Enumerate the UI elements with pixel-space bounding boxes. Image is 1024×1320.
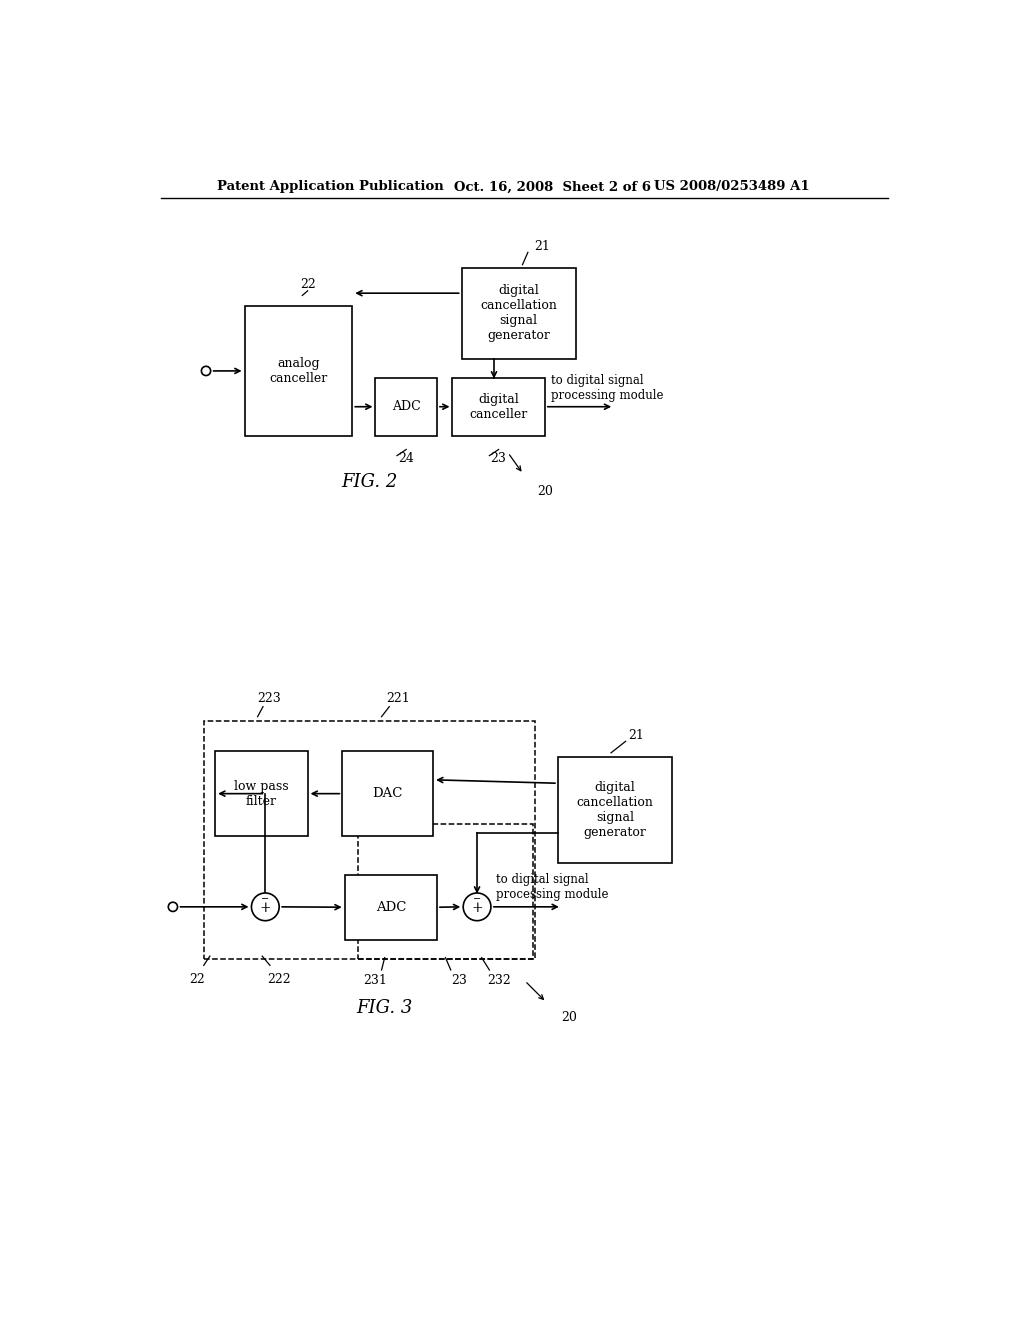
Text: +: + — [471, 900, 483, 915]
Text: 20: 20 — [537, 484, 553, 498]
Text: 21: 21 — [534, 240, 550, 252]
Text: 232: 232 — [486, 974, 511, 987]
Text: 223: 223 — [257, 693, 281, 705]
Text: digital
cancellation
signal
generator: digital cancellation signal generator — [480, 284, 557, 342]
Text: 21: 21 — [629, 729, 644, 742]
Text: DAC: DAC — [373, 787, 402, 800]
Text: 23: 23 — [490, 453, 507, 465]
Text: +: + — [259, 900, 271, 915]
Text: 22: 22 — [189, 973, 206, 986]
Text: 24: 24 — [398, 453, 414, 465]
Bar — [245, 306, 352, 436]
Text: −: − — [473, 895, 481, 904]
Circle shape — [463, 892, 490, 921]
Text: 231: 231 — [364, 974, 387, 987]
Text: ADC: ADC — [376, 900, 406, 913]
Text: low pass
filter: low pass filter — [234, 780, 289, 808]
Text: −: − — [261, 895, 269, 904]
Text: 22: 22 — [300, 279, 315, 292]
Text: digital
cancellation
signal
generator: digital cancellation signal generator — [577, 781, 653, 838]
Text: analog
canceller: analog canceller — [269, 356, 328, 385]
Text: ADC: ADC — [392, 400, 421, 413]
Bar — [376, 378, 437, 436]
Bar — [558, 756, 672, 863]
Text: FIG. 2: FIG. 2 — [341, 473, 397, 491]
Text: FIG. 3: FIG. 3 — [356, 999, 413, 1018]
Text: Patent Application Publication: Patent Application Publication — [217, 181, 443, 194]
Bar — [215, 751, 307, 836]
Text: US 2008/0253489 A1: US 2008/0253489 A1 — [654, 181, 810, 194]
Text: 20: 20 — [561, 1011, 578, 1024]
Bar — [462, 268, 575, 359]
Text: digital
canceller: digital canceller — [469, 393, 527, 421]
Bar — [453, 378, 545, 436]
Bar — [204, 721, 535, 960]
Bar — [342, 751, 433, 836]
Text: 23: 23 — [452, 974, 468, 987]
Text: to digital signal
processing module: to digital signal processing module — [497, 873, 609, 900]
Text: Oct. 16, 2008  Sheet 2 of 6: Oct. 16, 2008 Sheet 2 of 6 — [454, 181, 651, 194]
Bar — [357, 825, 534, 960]
Bar — [345, 875, 437, 940]
Text: 221: 221 — [387, 693, 411, 705]
Text: 222: 222 — [267, 973, 291, 986]
Text: to digital signal
processing module: to digital signal processing module — [551, 374, 664, 403]
Circle shape — [252, 892, 280, 921]
